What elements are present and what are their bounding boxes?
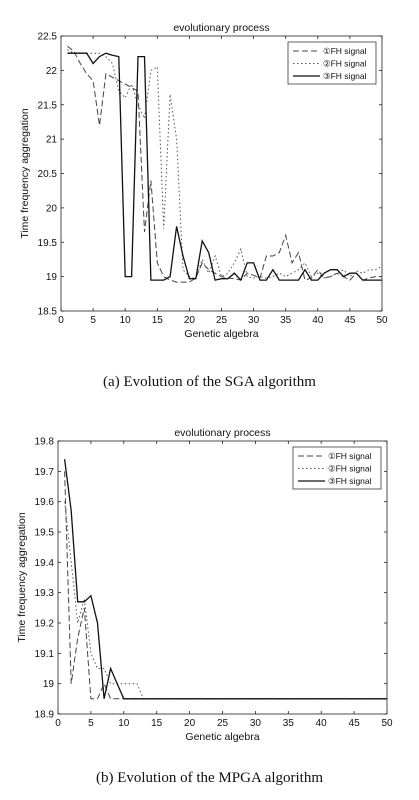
chart1-xtick-label: 0 bbox=[58, 315, 64, 326]
chart2-ylabel: Time frequency aggregation bbox=[16, 512, 28, 643]
chart2-ytick-label: 18.9 bbox=[35, 710, 55, 721]
chart2-xtick-label: 0 bbox=[55, 718, 61, 729]
chart1-ylabel: Time frequency aggregation bbox=[19, 108, 31, 239]
chart2-xtick-label: 10 bbox=[118, 718, 130, 729]
caption-sga: (a) Evolution of the SGA algorithm bbox=[103, 374, 316, 390]
chart2-xtick-label: 35 bbox=[283, 718, 295, 729]
chart2-ytick-label: 19.3 bbox=[35, 588, 55, 599]
chart1-legend-label-3: ③FH signal bbox=[323, 71, 367, 81]
chart1-xtick-label: 20 bbox=[184, 315, 196, 326]
chart1-xtick-label: 25 bbox=[216, 315, 228, 326]
chart2-legend-label-3: ③FH signal bbox=[328, 476, 372, 486]
chart2-xtick-label: 25 bbox=[217, 718, 229, 729]
chart2-series-line-3 bbox=[63, 459, 387, 700]
chart1-ytick-label: 19.5 bbox=[38, 238, 58, 249]
chart2-xtick-label: 15 bbox=[151, 718, 163, 729]
chart1-series-line-3 bbox=[67, 52, 382, 282]
chart1-xtick-label: 15 bbox=[152, 315, 164, 326]
chart2-legend-label-2: ②FH signal bbox=[328, 464, 372, 474]
chart1-title: evolutionary process bbox=[173, 22, 269, 34]
chart1-xtick-label: 30 bbox=[248, 315, 260, 326]
chart2-xtick-label: 45 bbox=[349, 718, 361, 729]
chart2-xtick-label: 50 bbox=[381, 718, 393, 729]
caption-mpga: (b) Evolution of the MPGA algorithm bbox=[95, 770, 324, 786]
chart1-xlabel: Genetic algebra bbox=[184, 328, 258, 340]
chart1-xtick-label: 40 bbox=[312, 315, 324, 326]
chart1-ytick-label: 19 bbox=[46, 272, 58, 283]
chart2-ytick-label: 19 bbox=[43, 679, 55, 690]
chart2-legend-label-1: ①FH signal bbox=[328, 451, 372, 461]
chart1-ytick-label: 21.5 bbox=[38, 100, 58, 111]
chart2-ytick-label: 19.1 bbox=[35, 649, 55, 660]
chart2-panel: evolutionary process 0 5 10 15 20 25 30 35 40 45 50… bbox=[16, 427, 393, 743]
chart1-legend-label-2: ②FH signal bbox=[323, 59, 367, 69]
chart1-xtick-label: 45 bbox=[344, 315, 356, 326]
chart1-legend: ①FH signal ②FH signal ③FH signal bbox=[287, 41, 377, 85]
chart1-panel: evolutionary process 0 5 10 15 20 25 30 35 40 45 50… bbox=[19, 22, 388, 340]
chart1-ytick-label: 22 bbox=[46, 66, 58, 77]
chart1-xtick-label: 35 bbox=[280, 315, 292, 326]
chart2-legend: ①FH signal ②FH signal ③FH signal bbox=[292, 446, 382, 490]
chart2-xtick-label: 30 bbox=[250, 718, 262, 729]
chart1-xtick-label: 10 bbox=[120, 315, 132, 326]
chart2-xtick-label: 40 bbox=[316, 718, 328, 729]
chart2-xtick-label: 20 bbox=[184, 718, 196, 729]
chart2-ytick-label: 19.5 bbox=[35, 528, 55, 539]
chart1-ytick-label: 22.5 bbox=[38, 32, 58, 43]
chart1-legend-box bbox=[287, 41, 377, 85]
chart1-xtick-label: 5 bbox=[90, 315, 96, 326]
chart2-ytick-label: 19.2 bbox=[35, 619, 55, 630]
chart2-xlabel: Genetic algebra bbox=[185, 731, 259, 743]
chart2-ytick-label: 19.6 bbox=[35, 497, 55, 508]
chart1-legend-label-1: ①FH signal bbox=[323, 46, 367, 56]
chart1-ytick-label: 20 bbox=[46, 203, 58, 214]
chart2-title: evolutionary process bbox=[174, 427, 270, 439]
chart1-ytick-label: 20.5 bbox=[38, 169, 58, 180]
chart2-ytick-label: 19.4 bbox=[35, 558, 55, 569]
chart1-xtick-label: 50 bbox=[376, 315, 388, 326]
chart2-ytick-label: 19.7 bbox=[35, 467, 55, 478]
chart1-ytick-label: 21 bbox=[46, 135, 58, 146]
chart2-xtick-label: 5 bbox=[88, 718, 94, 729]
chart1-ytick-label: 18.5 bbox=[38, 307, 58, 318]
chart2-legend-box bbox=[292, 446, 382, 490]
chart2-ytick-label: 19.8 bbox=[35, 437, 55, 448]
